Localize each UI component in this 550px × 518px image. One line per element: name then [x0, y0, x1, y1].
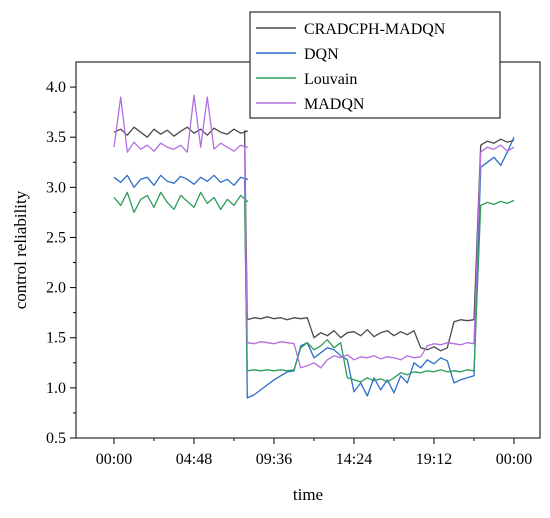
y-axis-label: control reliability — [11, 190, 30, 309]
x-tick-label: 14:24 — [336, 451, 372, 468]
series-line-cradcph-madqn — [113, 126, 515, 352]
x-axis-label: time — [293, 485, 323, 504]
x-tick-label: 19:12 — [416, 451, 452, 468]
y-tick-label: 3.0 — [46, 179, 66, 196]
x-axis: 00:00 04:48 09:36 14:24 19:12 00:00 — [96, 438, 532, 468]
y-tick-label: 2.5 — [46, 229, 66, 246]
legend-label: Louvain — [304, 71, 357, 88]
y-tick-label: 2.0 — [46, 280, 66, 297]
series-line-louvain — [113, 191, 515, 383]
y-tick-label: 4.0 — [46, 79, 66, 96]
y-tick-label: 0.5 — [46, 430, 66, 447]
x-tick-label: 04:48 — [176, 451, 212, 468]
y-tick-label: 1.5 — [46, 330, 66, 347]
legend-box — [249, 11, 501, 119]
x-tick-label: 00:00 — [496, 451, 532, 468]
legend-label: DQN — [304, 46, 339, 63]
x-tick-label: 09:36 — [256, 451, 292, 468]
legend-label: MADQN — [304, 96, 365, 113]
x-tick-label: 00:00 — [96, 451, 132, 468]
legend-label: CRADCPH-MADQN — [304, 21, 446, 38]
y-tick-label: 3.5 — [46, 129, 66, 146]
series-line-madqn — [113, 94, 515, 369]
y-tick-label: 1.0 — [46, 380, 66, 397]
series-layer — [113, 94, 515, 399]
legend: CRADCPH-MADQN DQN Louvain MADQN — [249, 11, 501, 119]
y-axis: 0.5 1.0 1.5 2.0 2.5 3.0 3.5 4.0 — [46, 79, 76, 447]
